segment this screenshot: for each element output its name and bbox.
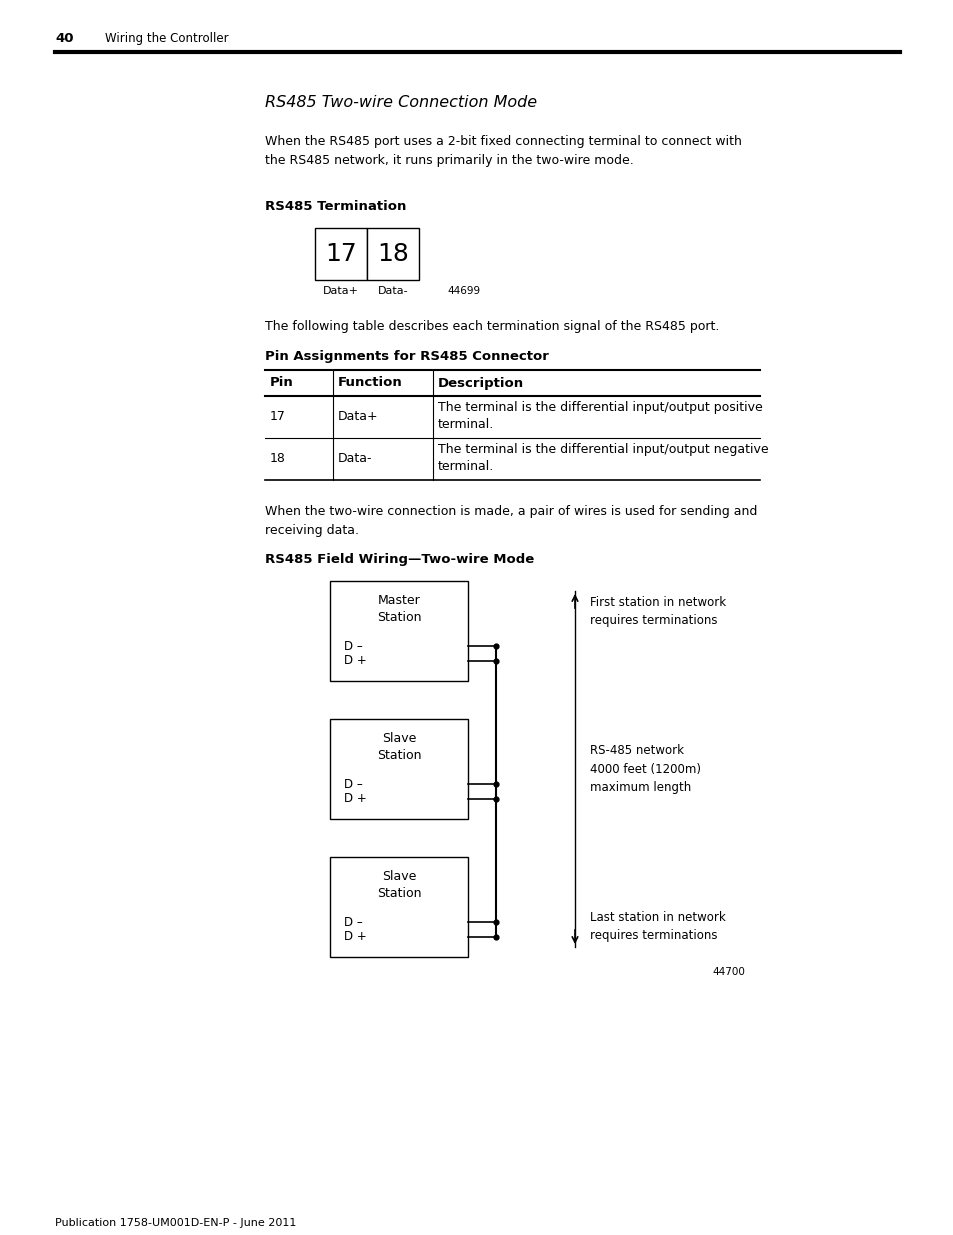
Bar [330, 857, 468, 957]
Text: Slave
Station: Slave Station [376, 869, 421, 900]
Bar [314, 228, 367, 280]
Text: When the RS485 port uses a 2-bit fixed connecting terminal to connect with
the R: When the RS485 port uses a 2-bit fixed c… [265, 135, 741, 167]
Text: 17: 17 [270, 410, 286, 424]
Text: Last station in network
requires terminations: Last station in network requires termina… [589, 911, 725, 942]
Text: 44699: 44699 [447, 287, 479, 296]
Text: D –: D – [344, 778, 362, 790]
Text: RS485 Two-wire Connection Mode: RS485 Two-wire Connection Mode [265, 95, 537, 110]
Text: Master
Station: Master Station [376, 594, 421, 624]
Text: 18: 18 [376, 242, 409, 266]
Text: The terminal is the differential input/output negative: The terminal is the differential input/o… [437, 443, 768, 457]
Text: Pin: Pin [270, 377, 294, 389]
Text: 40: 40 [55, 32, 73, 44]
Text: The following table describes each termination signal of the RS485 port.: The following table describes each termi… [265, 320, 719, 333]
Text: RS485 Field Wiring—Two-wire Mode: RS485 Field Wiring—Two-wire Mode [265, 553, 534, 566]
Text: When the two-wire connection is made, a pair of wires is used for sending and
re: When the two-wire connection is made, a … [265, 505, 757, 537]
Text: D +: D + [344, 930, 366, 944]
Text: Function: Function [337, 377, 402, 389]
Text: terminal.: terminal. [437, 417, 494, 431]
Text: Wiring the Controller: Wiring the Controller [105, 32, 229, 44]
Bar [330, 719, 468, 819]
Text: RS-485 network
4000 feet (1200m)
maximum length: RS-485 network 4000 feet (1200m) maximum… [589, 745, 700, 794]
Text: Data+: Data+ [323, 287, 358, 296]
Bar [330, 580, 468, 680]
Text: Data+: Data+ [337, 410, 378, 424]
Text: 17: 17 [325, 242, 356, 266]
Text: D +: D + [344, 793, 366, 805]
Text: Slave
Station: Slave Station [376, 732, 421, 762]
Text: terminal.: terminal. [437, 459, 494, 473]
Text: D –: D – [344, 640, 362, 652]
Text: D +: D + [344, 655, 366, 667]
Bar [367, 228, 418, 280]
Text: 44700: 44700 [711, 967, 744, 977]
Text: First station in network
requires terminations: First station in network requires termin… [589, 597, 725, 627]
Text: 18: 18 [270, 452, 286, 466]
Text: D –: D – [344, 915, 362, 929]
Text: RS485 Termination: RS485 Termination [265, 200, 406, 212]
Text: Description: Description [437, 377, 523, 389]
Text: The terminal is the differential input/output positive: The terminal is the differential input/o… [437, 401, 762, 415]
Text: Data-: Data- [337, 452, 372, 466]
Text: Publication 1758-UM001D-EN-P - June 2011: Publication 1758-UM001D-EN-P - June 2011 [55, 1218, 296, 1228]
Text: Data-: Data- [377, 287, 408, 296]
Text: Pin Assignments for RS485 Connector: Pin Assignments for RS485 Connector [265, 350, 548, 363]
